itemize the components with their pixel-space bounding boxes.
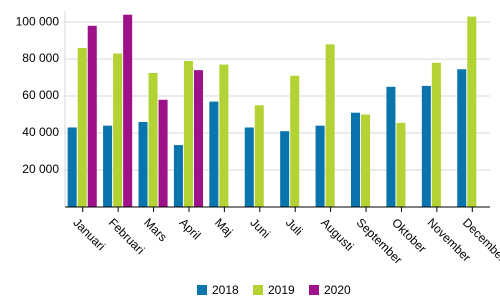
bar [386,86,396,207]
bar [280,131,290,207]
bar [148,72,158,208]
bar [77,47,87,207]
bar [123,14,133,207]
bar [158,99,168,207]
bar [350,112,361,207]
bar [244,127,254,207]
bar [67,127,77,207]
bar [183,60,193,207]
y-tick-label: 60 000 [22,88,59,102]
x-tick-label: Mars [141,215,170,244]
legend-label: 2019 [268,283,295,297]
bar [87,25,97,208]
bar [103,125,113,207]
x-tick-label: Juni [247,215,272,240]
x-tick-label: Juli [283,215,306,238]
bar [396,122,406,207]
y-tick-label: 40 000 [22,125,59,139]
bar [290,75,300,207]
bar [138,121,148,207]
legend-label: 2020 [324,283,351,297]
bar [315,125,325,207]
legend-swatch [309,285,319,295]
y-tick-label: 80 000 [22,51,59,65]
bar [421,85,431,207]
bar [219,64,229,207]
y-tick-label: 100 000 [16,14,60,28]
bar [113,53,123,207]
legend-swatch [253,285,263,295]
x-tick-label: Maj [212,215,236,239]
bar [431,62,441,207]
bar [467,16,477,208]
bar [209,101,219,207]
x-tick-label: Januari [70,215,108,253]
x-tick-label: Februari [106,215,147,256]
bar [325,44,335,207]
bar [457,69,467,207]
bar [254,105,264,207]
legend-swatch [197,285,207,295]
bar [361,114,371,207]
y-tick-label: 20 000 [22,162,59,176]
x-tick-label: Augusti [318,215,356,253]
legend-label: 2018 [212,283,239,297]
bar [193,70,204,207]
x-tick-label: April [177,215,204,242]
bar [173,145,183,207]
